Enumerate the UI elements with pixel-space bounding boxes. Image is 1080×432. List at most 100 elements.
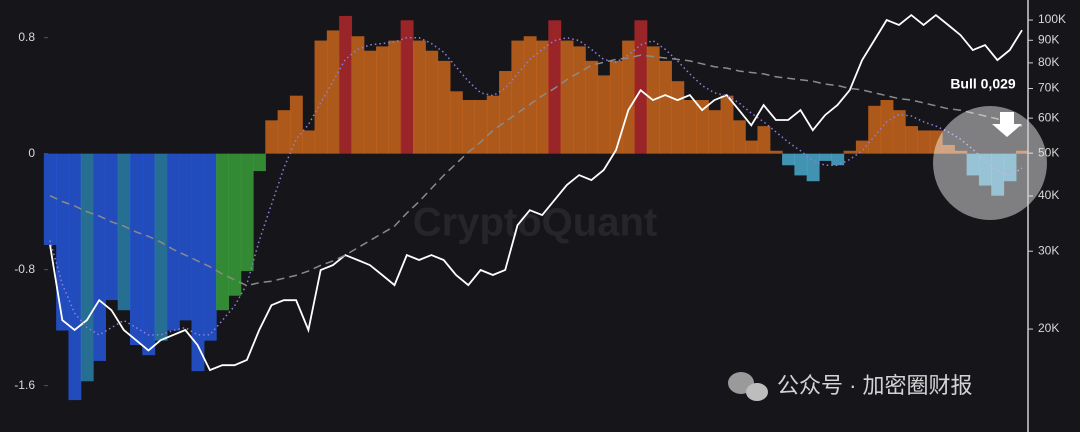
bar [511,40,525,154]
bar [929,130,943,154]
bar [216,153,230,311]
bar [191,153,205,372]
bar [314,40,328,154]
bar [289,95,303,154]
y-tick-label: 0.8 [18,30,35,44]
bar [326,30,340,154]
y2-tick-label: 20K [1038,321,1059,335]
bar [351,36,365,154]
footer-watermark-icon [728,372,768,401]
bar [68,153,82,401]
bar [892,110,906,154]
bar [240,153,254,272]
bar [855,140,869,154]
bar [572,46,586,154]
bar [806,153,820,182]
y-tick-label: 0 [28,146,35,160]
watermark: CryptoQuant [413,201,657,245]
footer-watermark: 公众号 · 加密圈财报 [777,373,973,398]
bar [683,100,697,154]
plot-area [43,13,1033,401]
bar [695,100,709,154]
bar [154,153,168,341]
bar [93,153,106,361]
bar [978,153,992,186]
bar [265,120,279,154]
y2-tick-label: 80K [1038,55,1059,69]
y2-tick-label: 90K [1038,32,1059,46]
bar [1015,150,1029,154]
highlight-circle [933,106,1047,220]
bar [782,153,795,166]
y2-tick-label: 30K [1038,243,1059,257]
annotation: Bull 0,029 [950,76,1016,92]
bar [757,126,771,154]
bar [548,20,562,154]
bar [486,95,500,154]
y2-tick-label: 50K [1038,145,1059,159]
bar [769,150,783,154]
bar [868,105,882,154]
bar [720,95,734,154]
y2-tick-label: 40K [1038,188,1059,202]
bar [634,20,648,154]
bar [880,100,894,154]
bar [105,153,119,301]
bar [462,100,476,154]
bar [831,153,845,166]
bar [43,153,57,245]
arrow [992,112,1022,137]
bar [536,40,549,154]
y2-tick-label: 70K [1038,81,1059,95]
bar [818,153,832,161]
bar [659,60,672,154]
bar [203,153,217,341]
bar [129,153,143,346]
bar [954,150,968,154]
bar [437,60,451,154]
bar [745,140,759,154]
bar [142,153,156,356]
line [49,13,1023,372]
bar [302,130,316,154]
bar [56,153,70,331]
bar [523,36,537,154]
bar [449,91,463,154]
bar [412,40,426,154]
bar [905,126,919,154]
bar [277,110,291,154]
bar [732,120,746,154]
bar [499,71,512,154]
y-tick-label: -1.6 [14,378,35,392]
bar [942,144,955,154]
bar [966,153,980,176]
bar [388,40,402,154]
bar [671,81,685,154]
bar [917,130,931,154]
bar [117,153,131,311]
bar [425,50,439,154]
bar [166,153,180,331]
bar [560,40,574,154]
y-tick-label: -0.8 [14,262,35,276]
bar [253,153,266,172]
bar [474,100,488,154]
bar [794,153,808,176]
line [49,36,1023,336]
bar [708,110,722,154]
bar [585,60,599,154]
bar [597,75,611,154]
bar [363,50,377,154]
bar [622,40,636,154]
bar [843,150,857,154]
bar [179,153,193,321]
bar [339,15,353,154]
bar [228,153,242,296]
bar [991,153,1005,196]
y2-tick-label: 60K [1038,110,1059,124]
bar [80,153,94,382]
bar [376,46,389,154]
y2-tick-label: 100K [1038,12,1066,26]
